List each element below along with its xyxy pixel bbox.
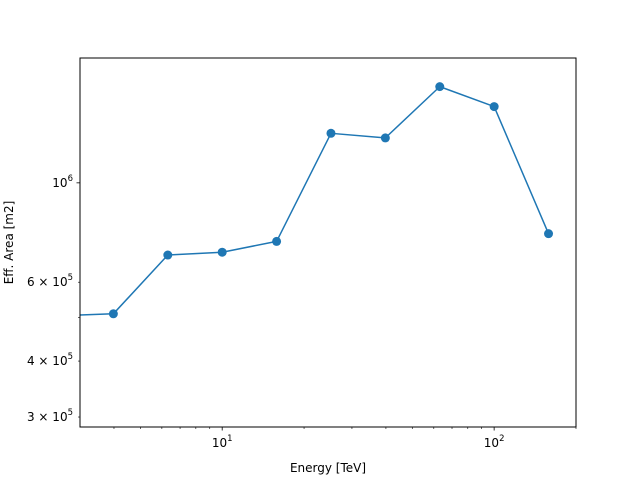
data-point xyxy=(108,309,118,319)
data-point xyxy=(380,133,390,143)
y-axis-label: Eff. Area [m2] xyxy=(2,201,16,285)
y-minor-tick-label: 4 × 105 xyxy=(27,352,73,368)
plot-area-frame xyxy=(79,57,577,428)
data-point xyxy=(272,236,282,246)
data-point xyxy=(217,247,227,257)
data-point xyxy=(326,128,336,138)
data-point xyxy=(435,82,445,92)
x-tick-label: 102 xyxy=(484,434,505,450)
data-point xyxy=(163,250,173,260)
data-point xyxy=(489,102,499,112)
y-minor-tick-label: 6 × 105 xyxy=(27,273,73,289)
series-line xyxy=(80,85,550,316)
y-minor-tick-label: 3 × 105 xyxy=(27,408,73,424)
x-tick-label: 101 xyxy=(212,434,233,450)
y-tick-label: 106 xyxy=(52,174,73,190)
x-axis-label: Energy [TeV] xyxy=(290,461,366,475)
data-point xyxy=(544,229,554,239)
